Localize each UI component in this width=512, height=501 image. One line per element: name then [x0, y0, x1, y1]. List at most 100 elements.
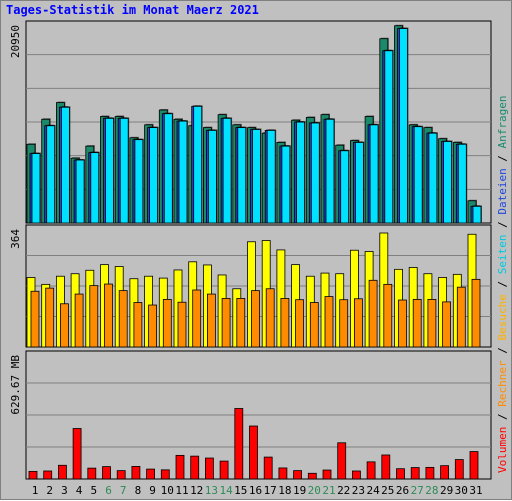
- bar-volumen-day-11: [175, 454, 185, 480]
- x-tick-label-day-31: 31: [469, 484, 482, 497]
- bar-volumen-day-25: [381, 454, 391, 480]
- bar-seiten-day-8: [134, 139, 144, 224]
- x-tick-label-day-19: 19: [293, 484, 306, 497]
- bar-rechner-day-3: [60, 303, 69, 348]
- bar-volumen-day-1: [28, 470, 38, 480]
- bar-volumen-day-13: [204, 457, 214, 480]
- bar-seiten-day-28: [428, 132, 438, 224]
- bar-seiten-day-10: [163, 113, 173, 224]
- bar-volumen-day-10: [160, 469, 170, 480]
- bar-rechner-day-15: [236, 298, 246, 348]
- bar-seiten-day-16: [252, 129, 261, 224]
- bar-rechner-day-14: [221, 298, 231, 348]
- x-tick-label-day-11: 11: [175, 484, 188, 497]
- y-axis-max-label: 364: [9, 229, 22, 249]
- bar-volumen-day-8: [131, 466, 141, 480]
- x-tick-label-day-4: 4: [76, 484, 83, 497]
- bar-seiten-day-29: [443, 141, 453, 224]
- bar-volumen-day-4: [72, 428, 82, 480]
- x-tick-label-day-23: 23: [352, 484, 365, 497]
- x-tick-label-day-17: 17: [264, 484, 277, 497]
- bar-seiten-day-5: [90, 152, 100, 224]
- bar-seiten-day-23: [354, 142, 364, 224]
- series-legend: Volumen / Rechner / Besuche / Seiten / D…: [496, 95, 509, 473]
- x-tick-label-day-7: 7: [120, 484, 127, 497]
- bar-volumen-day-27: [410, 467, 420, 480]
- bar-seiten-day-18: [281, 145, 291, 224]
- x-tick-label-day-22: 22: [337, 484, 350, 497]
- bar-rechner-day-4: [74, 293, 84, 348]
- bar-rechner-day-28: [427, 298, 437, 348]
- bar-volumen-day-14: [219, 460, 229, 480]
- y-axis-max-label: 20950: [9, 25, 22, 58]
- bar-seiten-day-13: [207, 129, 217, 224]
- bar-volumen-day-26: [396, 468, 405, 480]
- bar-seiten-day-30: [457, 143, 467, 224]
- bar-seiten-day-9: [149, 127, 159, 224]
- bar-volumen-day-2: [43, 470, 53, 480]
- x-tick-label-day-12: 12: [190, 484, 203, 497]
- legend-entry-3: /: [496, 341, 509, 361]
- x-tick-label-day-16: 16: [249, 484, 262, 497]
- bar-volumen-day-28: [425, 466, 435, 480]
- bar-volumen-day-19: [293, 470, 303, 480]
- bar-rechner-day-18: [280, 298, 290, 348]
- bar-seiten-day-31: [472, 205, 482, 224]
- bar-volumen-day-3: [58, 464, 67, 480]
- x-tick-label-day-8: 8: [135, 484, 142, 497]
- x-tick-label-day-29: 29: [440, 484, 453, 497]
- bar-rechner-day-13: [206, 293, 216, 348]
- bar-rechner-day-25: [383, 283, 393, 348]
- bar-volumen-day-16: [249, 425, 258, 480]
- x-tick-label-day-27: 27: [411, 484, 424, 497]
- bar-rechner-day-11: [177, 301, 187, 348]
- x-tick-label-day-25: 25: [381, 484, 394, 497]
- x-tick-label-day-21: 21: [322, 484, 335, 497]
- bar-seiten-day-6: [105, 117, 114, 224]
- bar-seiten-day-19: [296, 121, 306, 224]
- bar-rechner-day-21: [324, 296, 334, 348]
- x-tick-label-day-28: 28: [425, 484, 438, 497]
- bar-rechner-day-29: [442, 301, 452, 348]
- bar-volumen-day-21: [322, 469, 332, 480]
- x-tick-label-day-24: 24: [366, 484, 380, 497]
- bar-volumen-day-31: [469, 451, 479, 480]
- bar-seiten-day-3: [61, 106, 70, 224]
- y-axis-max-label: 629.67 MB: [9, 355, 22, 415]
- bar-volumen-day-30: [454, 459, 464, 480]
- bar-seiten-day-27: [413, 126, 423, 224]
- x-tick-label-day-30: 30: [455, 484, 468, 497]
- bar-seiten-day-1: [31, 153, 41, 224]
- legend-entry-5: /: [496, 274, 509, 294]
- x-tick-label-day-20: 20: [308, 484, 321, 497]
- bar-seiten-day-12: [193, 105, 203, 224]
- x-tick-label-day-15: 15: [234, 484, 247, 497]
- legend-entry-2: Rechner: [496, 360, 509, 407]
- bar-rechner-day-23: [353, 298, 363, 348]
- x-tick-label-day-1: 1: [32, 484, 39, 497]
- bar-seiten-day-20: [310, 122, 320, 224]
- bar-rechner-day-22: [339, 299, 349, 348]
- bar-rechner-day-5: [89, 285, 99, 348]
- bar-volumen-day-9: [146, 468, 156, 480]
- bar-volumen-day-15: [234, 408, 244, 480]
- legend-entry-0: Volumen: [496, 427, 509, 473]
- bar-volumen-day-23: [351, 470, 361, 480]
- x-tick-label-day-13: 13: [205, 484, 218, 497]
- bar-rechner-day-27: [412, 298, 422, 348]
- legend-entry-4: Besuche: [496, 294, 509, 340]
- legend-entry-10: Anfragen: [496, 95, 509, 148]
- bar-rechner-day-12: [192, 289, 202, 348]
- bar-rechner-day-2: [45, 287, 55, 348]
- legend-entry-1: /: [496, 407, 509, 427]
- legend-entry-7: /: [496, 215, 509, 235]
- x-tick-label-day-6: 6: [105, 484, 112, 497]
- bar-seiten-day-17: [266, 129, 276, 224]
- bar-seiten-day-21: [325, 118, 335, 224]
- bar-seiten-day-24: [369, 124, 379, 224]
- bar-seiten-day-22: [340, 150, 350, 224]
- bar-seiten-day-7: [119, 117, 129, 224]
- bar-volumen-day-6: [102, 466, 111, 480]
- bar-rechner-day-17: [265, 288, 275, 348]
